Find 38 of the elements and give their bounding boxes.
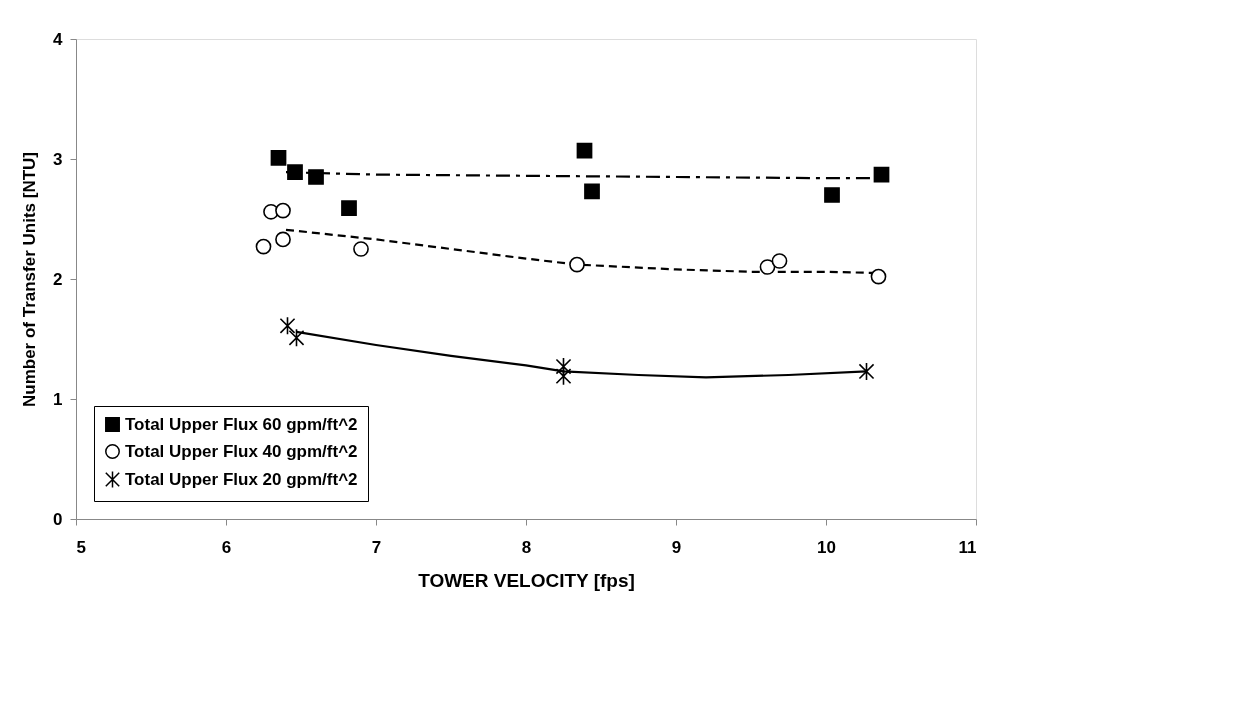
y-tick-label: 0 <box>53 509 63 529</box>
y-axis-title: Number of Transfer Units [NTU] <box>20 151 40 408</box>
x-tick-label: 11 <box>958 537 977 557</box>
point <box>584 183 600 200</box>
point <box>870 268 887 285</box>
point <box>555 357 572 376</box>
point <box>824 187 840 203</box>
x-tick-label: 9 <box>671 537 682 557</box>
point <box>555 366 572 386</box>
point <box>759 259 776 275</box>
point <box>858 362 875 381</box>
legend-label: Total Upper Flux 60 gpm/ft^2 <box>125 414 358 434</box>
x-tick-label: 7 <box>371 537 382 557</box>
x-tick-label: 8 <box>521 537 532 557</box>
point <box>279 316 296 336</box>
point <box>353 241 369 257</box>
x-tick-label: 6 <box>221 537 232 557</box>
point <box>255 238 272 255</box>
point <box>873 166 890 183</box>
legend-label: Total Upper Flux 40 gpm/ft^2 <box>125 441 358 461</box>
y-tick-label: 2 <box>53 269 63 289</box>
point <box>275 231 291 248</box>
point <box>275 202 291 219</box>
point <box>576 142 593 159</box>
point <box>288 328 305 348</box>
point <box>341 200 357 217</box>
point <box>287 164 303 181</box>
y-tick-label: 4 <box>53 29 64 49</box>
x-axis-title: TOWER VELOCITY [fps] <box>418 569 635 591</box>
point <box>569 256 585 273</box>
y-tick-label: 3 <box>53 149 63 169</box>
point <box>308 169 324 185</box>
legend-label: Total Upper Flux 20 gpm/ft^2 <box>125 469 358 489</box>
point <box>771 253 788 269</box>
point <box>270 149 287 166</box>
x-tick-label: 5 <box>76 537 86 557</box>
x-tick-label: 10 <box>817 537 836 557</box>
y-tick-label: 1 <box>53 389 63 409</box>
